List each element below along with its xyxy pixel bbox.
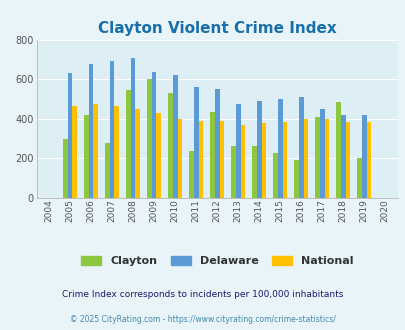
Bar <box>345 122 350 198</box>
Bar <box>194 87 198 198</box>
Bar <box>105 143 110 198</box>
Bar <box>231 146 235 198</box>
Bar <box>151 72 156 198</box>
Bar <box>135 109 140 198</box>
Bar <box>126 90 130 198</box>
Bar <box>110 61 114 198</box>
Legend: Clayton, Delaware, National: Clayton, Delaware, National <box>77 251 356 271</box>
Bar <box>256 101 261 198</box>
Bar <box>219 121 224 198</box>
Bar <box>147 79 151 198</box>
Bar <box>214 89 219 198</box>
Bar <box>340 115 345 198</box>
Bar <box>315 117 319 198</box>
Bar <box>114 106 119 198</box>
Bar <box>335 102 340 198</box>
Bar <box>324 119 328 198</box>
Bar <box>130 58 135 198</box>
Bar <box>366 122 370 198</box>
Bar <box>68 73 72 198</box>
Bar <box>277 99 282 198</box>
Bar <box>298 97 303 198</box>
Bar <box>240 125 245 198</box>
Bar <box>294 160 298 198</box>
Bar <box>361 115 366 198</box>
Bar <box>93 104 98 198</box>
Bar <box>356 158 361 198</box>
Bar <box>63 139 68 198</box>
Bar <box>156 114 161 198</box>
Bar <box>173 75 177 198</box>
Bar <box>177 119 182 198</box>
Bar <box>273 153 277 198</box>
Text: © 2025 CityRating.com - https://www.cityrating.com/crime-statistics/: © 2025 CityRating.com - https://www.city… <box>70 315 335 324</box>
Bar <box>282 122 286 198</box>
Bar <box>72 106 77 198</box>
Bar <box>89 64 93 198</box>
Bar <box>189 151 194 198</box>
Text: Crime Index corresponds to incidents per 100,000 inhabitants: Crime Index corresponds to incidents per… <box>62 290 343 299</box>
Bar <box>168 93 173 198</box>
Bar <box>252 146 256 198</box>
Bar <box>235 104 240 198</box>
Bar <box>84 115 89 198</box>
Bar <box>303 119 307 198</box>
Bar <box>210 113 214 198</box>
Bar <box>319 109 324 198</box>
Bar <box>198 121 202 198</box>
Bar <box>261 123 266 198</box>
Title: Clayton Violent Crime Index: Clayton Violent Crime Index <box>98 21 336 36</box>
